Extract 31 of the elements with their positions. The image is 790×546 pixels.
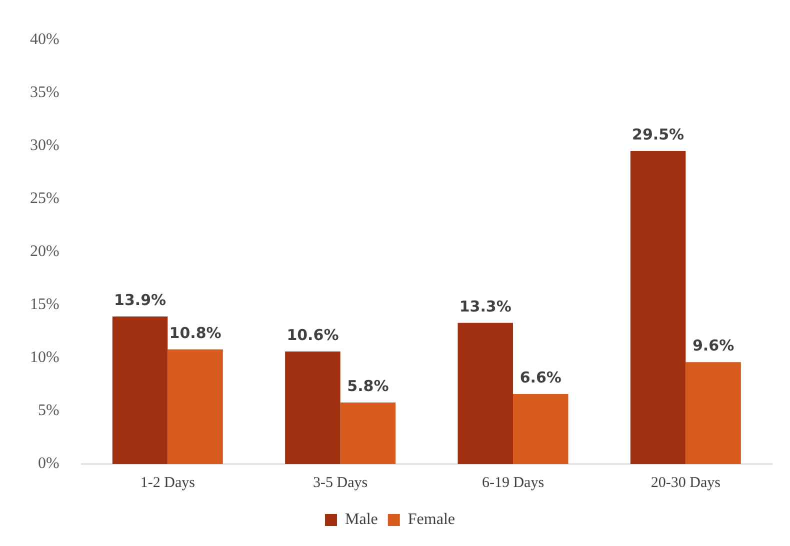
y-tick-label: 25% bbox=[30, 190, 60, 207]
y-tick-label: 0% bbox=[38, 455, 60, 472]
data-label: 10.8% bbox=[169, 324, 222, 342]
bar bbox=[112, 316, 168, 464]
legend-label: Female bbox=[408, 511, 455, 528]
bar bbox=[630, 151, 686, 464]
bar bbox=[458, 322, 513, 464]
bar bbox=[513, 394, 568, 464]
bar bbox=[168, 349, 223, 464]
data-label: 5.8% bbox=[347, 376, 389, 395]
data-label: 6.6% bbox=[520, 368, 562, 386]
x-tick-label: 3-5 Days bbox=[313, 474, 368, 491]
bar bbox=[686, 362, 741, 464]
bar bbox=[285, 352, 340, 464]
x-tick-label: 6-19 Days bbox=[482, 474, 544, 491]
data-label: 29.5% bbox=[632, 125, 684, 144]
y-tick-label: 35% bbox=[30, 84, 60, 101]
bar bbox=[340, 402, 396, 464]
y-tick-label: 20% bbox=[30, 243, 60, 260]
y-tick-label: 30% bbox=[30, 136, 60, 154]
x-tick-label: 1-2 Days bbox=[140, 474, 196, 491]
y-tick-label: 15% bbox=[30, 296, 60, 314]
data-label: 13.3% bbox=[459, 297, 512, 316]
legend-label: Male bbox=[345, 511, 378, 528]
x-tick-label: 20-30 Days bbox=[650, 474, 721, 491]
data-label: 13.9% bbox=[114, 290, 166, 309]
y-tick-label: 40% bbox=[30, 30, 60, 48]
y-tick-label: 10% bbox=[30, 349, 60, 366]
y-tick-label: 5% bbox=[38, 402, 60, 420]
data-label: 9.6% bbox=[692, 336, 734, 355]
data-label: 10.6% bbox=[286, 326, 339, 344]
